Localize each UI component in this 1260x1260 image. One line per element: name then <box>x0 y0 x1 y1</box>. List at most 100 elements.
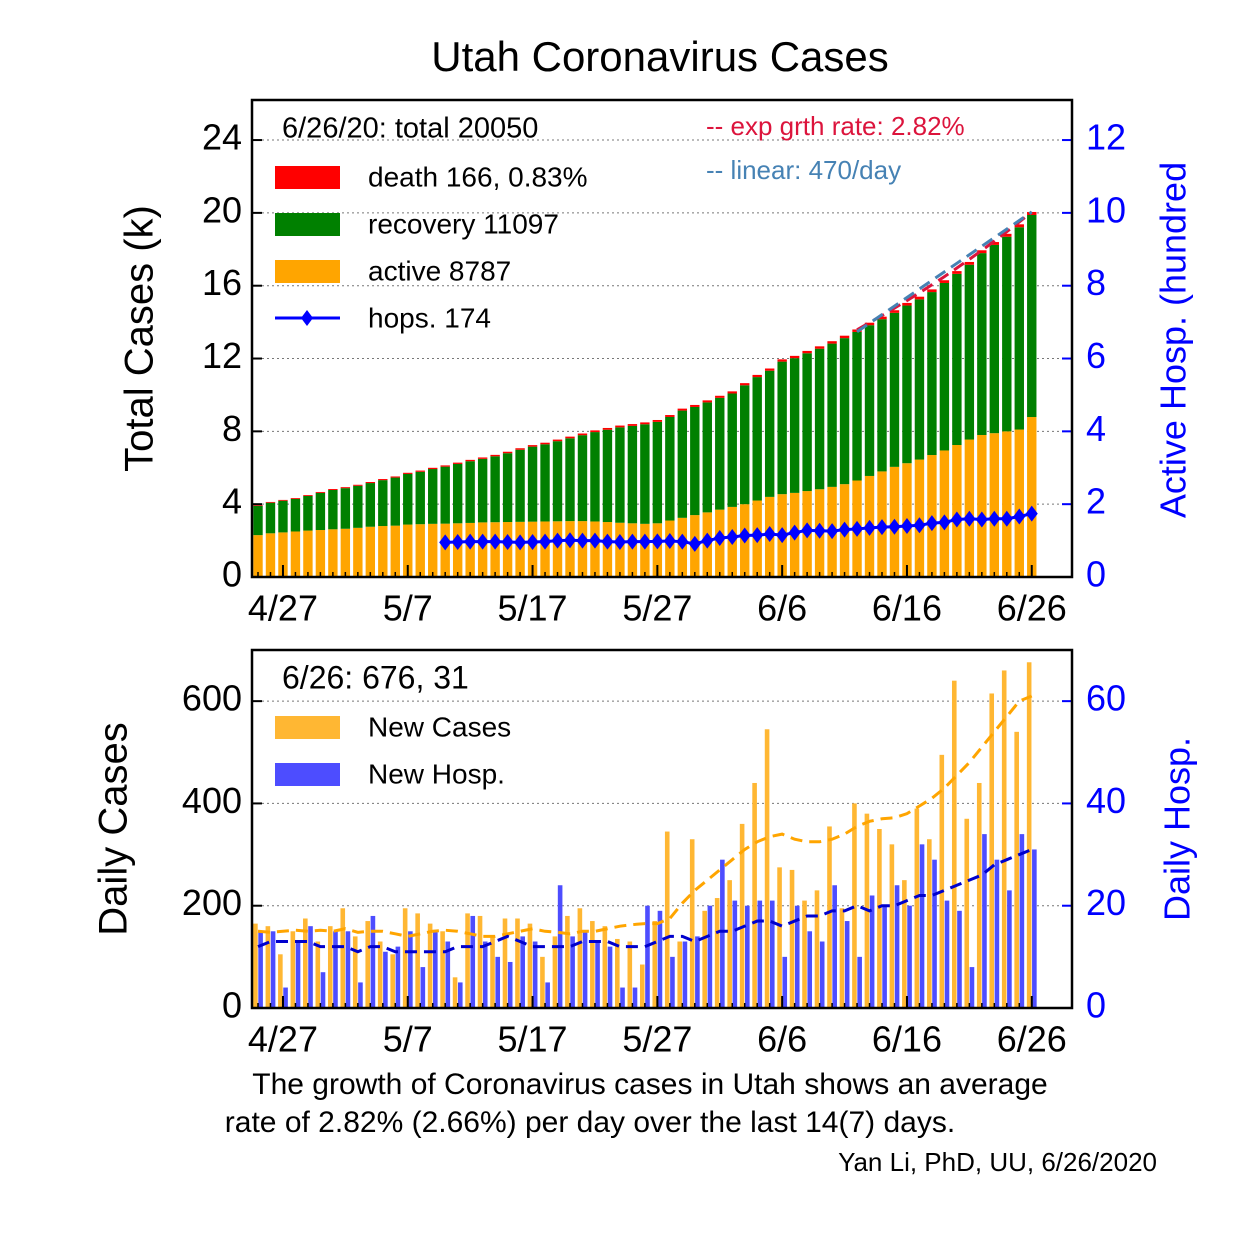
bar <box>340 908 346 1008</box>
bar <box>320 972 326 1008</box>
bar <box>403 473 413 525</box>
bar <box>1019 834 1025 1008</box>
bar <box>1014 227 1024 430</box>
bar <box>789 358 800 493</box>
bar <box>702 402 712 513</box>
bar <box>278 954 283 1008</box>
bar <box>253 923 258 1008</box>
plot-frame <box>250 98 1074 579</box>
x-tick-label: 6/26 <box>997 588 1067 629</box>
bar <box>802 350 812 354</box>
bar <box>857 956 862 1008</box>
legend-label: -- linear: 470/day <box>706 155 901 185</box>
bar <box>415 470 425 472</box>
bar <box>440 465 450 467</box>
bar <box>777 361 787 495</box>
bar <box>278 499 288 501</box>
marker <box>564 532 576 549</box>
bar <box>894 885 900 1008</box>
bar <box>939 450 950 577</box>
bar <box>565 436 575 439</box>
bar <box>677 408 688 411</box>
marker <box>913 517 926 534</box>
bar <box>952 445 962 577</box>
bar <box>582 931 588 1008</box>
bar <box>353 484 363 486</box>
bar <box>390 477 400 526</box>
marker <box>726 528 739 545</box>
marker <box>938 514 951 531</box>
legend-label: New Cases <box>368 711 511 742</box>
bar <box>782 956 788 1008</box>
bar <box>595 941 600 1008</box>
bar <box>265 926 271 1008</box>
bar <box>939 282 950 451</box>
y-tick-label: 8 <box>222 408 242 449</box>
bar <box>695 936 700 1008</box>
bar <box>552 439 563 442</box>
bar <box>577 435 588 522</box>
bar <box>852 803 857 1008</box>
marker <box>688 535 701 552</box>
bar <box>802 900 807 1008</box>
bar <box>764 729 770 1008</box>
bar <box>333 931 338 1008</box>
bar <box>665 415 675 417</box>
bar <box>545 982 550 1008</box>
bar <box>265 502 276 534</box>
bar <box>440 466 450 524</box>
bar <box>839 338 850 485</box>
bar <box>532 941 538 1008</box>
bar <box>615 938 620 1008</box>
bar <box>328 529 338 577</box>
marker <box>551 532 564 549</box>
bar <box>814 890 820 1008</box>
bar <box>640 424 650 524</box>
bar <box>690 406 700 516</box>
bar <box>433 931 438 1008</box>
bar <box>1027 417 1037 577</box>
bar <box>832 885 837 1008</box>
bar <box>327 926 333 1008</box>
bar <box>552 441 563 522</box>
bar <box>689 839 695 1008</box>
bar <box>969 967 975 1008</box>
bar <box>577 433 588 436</box>
x-tick-label: 5/7 <box>383 1019 433 1060</box>
bar <box>440 931 445 1008</box>
bar <box>982 834 987 1008</box>
legend-swatch <box>275 166 340 189</box>
bar <box>989 244 1000 434</box>
bar <box>527 446 538 522</box>
marker <box>451 534 464 551</box>
bar <box>907 905 912 1008</box>
bar <box>315 941 321 1008</box>
bar <box>403 472 413 474</box>
bar <box>520 936 525 1008</box>
y-tick-label: 0 <box>222 554 242 595</box>
bar <box>270 931 276 1008</box>
y-tick-label: 24 <box>202 117 242 158</box>
bar <box>727 393 737 507</box>
bar <box>328 489 338 530</box>
marker <box>663 532 676 549</box>
bar <box>465 522 475 577</box>
bar <box>944 900 950 1008</box>
bar <box>527 445 538 447</box>
marker <box>975 511 988 528</box>
bar <box>290 498 301 532</box>
bar <box>495 956 501 1008</box>
x-tick-label: 6/16 <box>872 1019 942 1060</box>
bar <box>627 425 638 524</box>
y-tick-label: 0 <box>222 985 242 1026</box>
bar <box>308 926 313 1008</box>
bar <box>827 826 832 1008</box>
bar <box>477 458 488 523</box>
bar <box>889 312 900 467</box>
bar <box>552 936 558 1008</box>
bar <box>652 419 663 422</box>
bar <box>570 936 575 1008</box>
bar <box>365 482 376 484</box>
bar <box>657 910 663 1008</box>
bar <box>408 931 413 1008</box>
